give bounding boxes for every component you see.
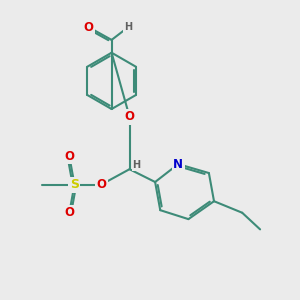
Text: O: O [84, 21, 94, 34]
Text: O: O [96, 178, 106, 191]
Text: O: O [64, 150, 74, 163]
Text: S: S [70, 178, 79, 191]
Text: O: O [124, 110, 134, 123]
Text: N: N [173, 158, 183, 171]
Text: O: O [64, 206, 74, 219]
Text: H: H [124, 22, 132, 32]
Text: H: H [133, 160, 141, 170]
